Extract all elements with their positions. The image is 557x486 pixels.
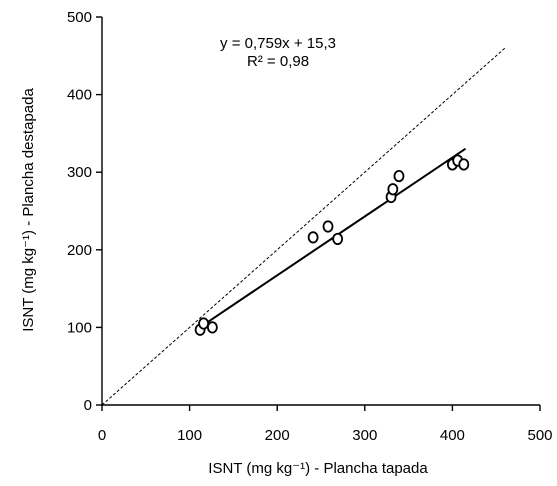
x-tick-label: 200	[265, 427, 290, 444]
r-squared-label: R² = 0,98	[247, 53, 309, 70]
data-point	[206, 321, 218, 334]
y-tick-label: 500	[67, 9, 92, 26]
data-point	[393, 169, 405, 183]
identity-reference-line	[101, 47, 506, 406]
x-tick-label: 0	[98, 427, 106, 444]
data-point	[387, 183, 399, 196]
data-point	[332, 232, 344, 246]
x-axis-ticks: 0 100 200 300 400 500	[98, 405, 553, 444]
data-point	[458, 158, 470, 171]
y-axis-title: ISNT (mg kg⁻¹) - Plancha destapada	[20, 88, 37, 332]
y-tick-label: 0	[84, 397, 92, 414]
y-tick-label: 100	[67, 319, 92, 336]
x-tick-label: 400	[440, 427, 465, 444]
x-tick-label: 300	[352, 427, 377, 444]
y-tick-label: 200	[67, 242, 92, 259]
data-points	[194, 154, 470, 336]
data-point	[307, 231, 319, 244]
x-tick-label: 500	[527, 427, 552, 444]
data-point	[322, 220, 334, 233]
x-tick-label: 100	[177, 427, 202, 444]
y-tick-label: 300	[67, 164, 92, 181]
y-tick-label: 400	[67, 87, 92, 104]
y-axis-ticks: 0 100 200 300 400 500	[67, 9, 102, 414]
data-point	[198, 317, 210, 330]
equation-label: y = 0,759x + 15,3	[220, 35, 336, 52]
x-axis-title: ISNT (mg kg⁻¹) - Plancha tapada	[208, 460, 428, 477]
